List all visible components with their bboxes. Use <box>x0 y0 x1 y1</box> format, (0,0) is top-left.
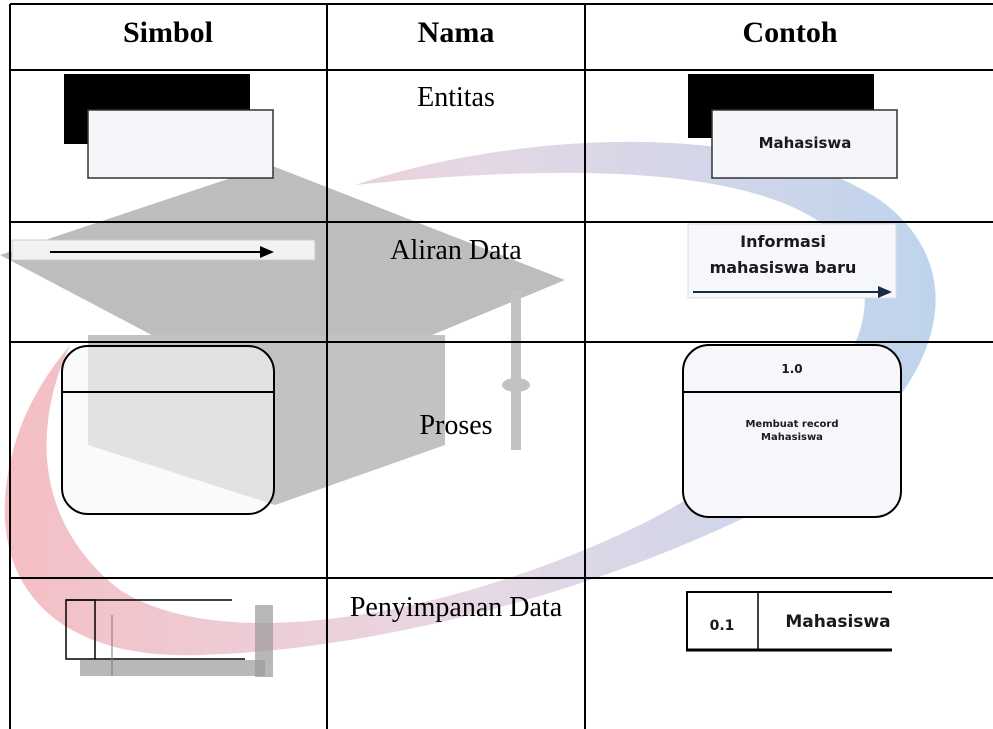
example-text: Mahasiswa <box>785 612 890 632</box>
row-name: Entitas <box>417 82 495 113</box>
header-cell: Simbol <box>123 16 213 49</box>
example-text: Mahasiswa <box>761 432 823 443</box>
table-grid <box>9 3 993 729</box>
entity-example <box>688 74 898 179</box>
flow-symbol <box>11 239 316 261</box>
process-symbol <box>61 345 275 515</box>
example-text: mahasiswa baru <box>710 258 857 277</box>
row-name: Proses <box>419 410 492 441</box>
header-cell: Nama <box>418 16 495 49</box>
process-example <box>682 344 902 518</box>
store-symbol <box>65 599 273 677</box>
example-id: 1.0 <box>781 362 802 376</box>
store-example <box>686 590 892 652</box>
example-id: 0.1 <box>710 618 735 634</box>
row-name: Aliran Data <box>390 235 522 266</box>
flow-example <box>687 223 897 299</box>
row-name: Penyimpanan Data <box>350 592 563 623</box>
example-text: Membuat record <box>745 419 838 430</box>
example-text: Mahasiswa <box>759 134 852 152</box>
entity-symbol <box>64 74 274 179</box>
example-text: Informasi <box>740 232 826 251</box>
header-cell: Contoh <box>742 16 837 49</box>
